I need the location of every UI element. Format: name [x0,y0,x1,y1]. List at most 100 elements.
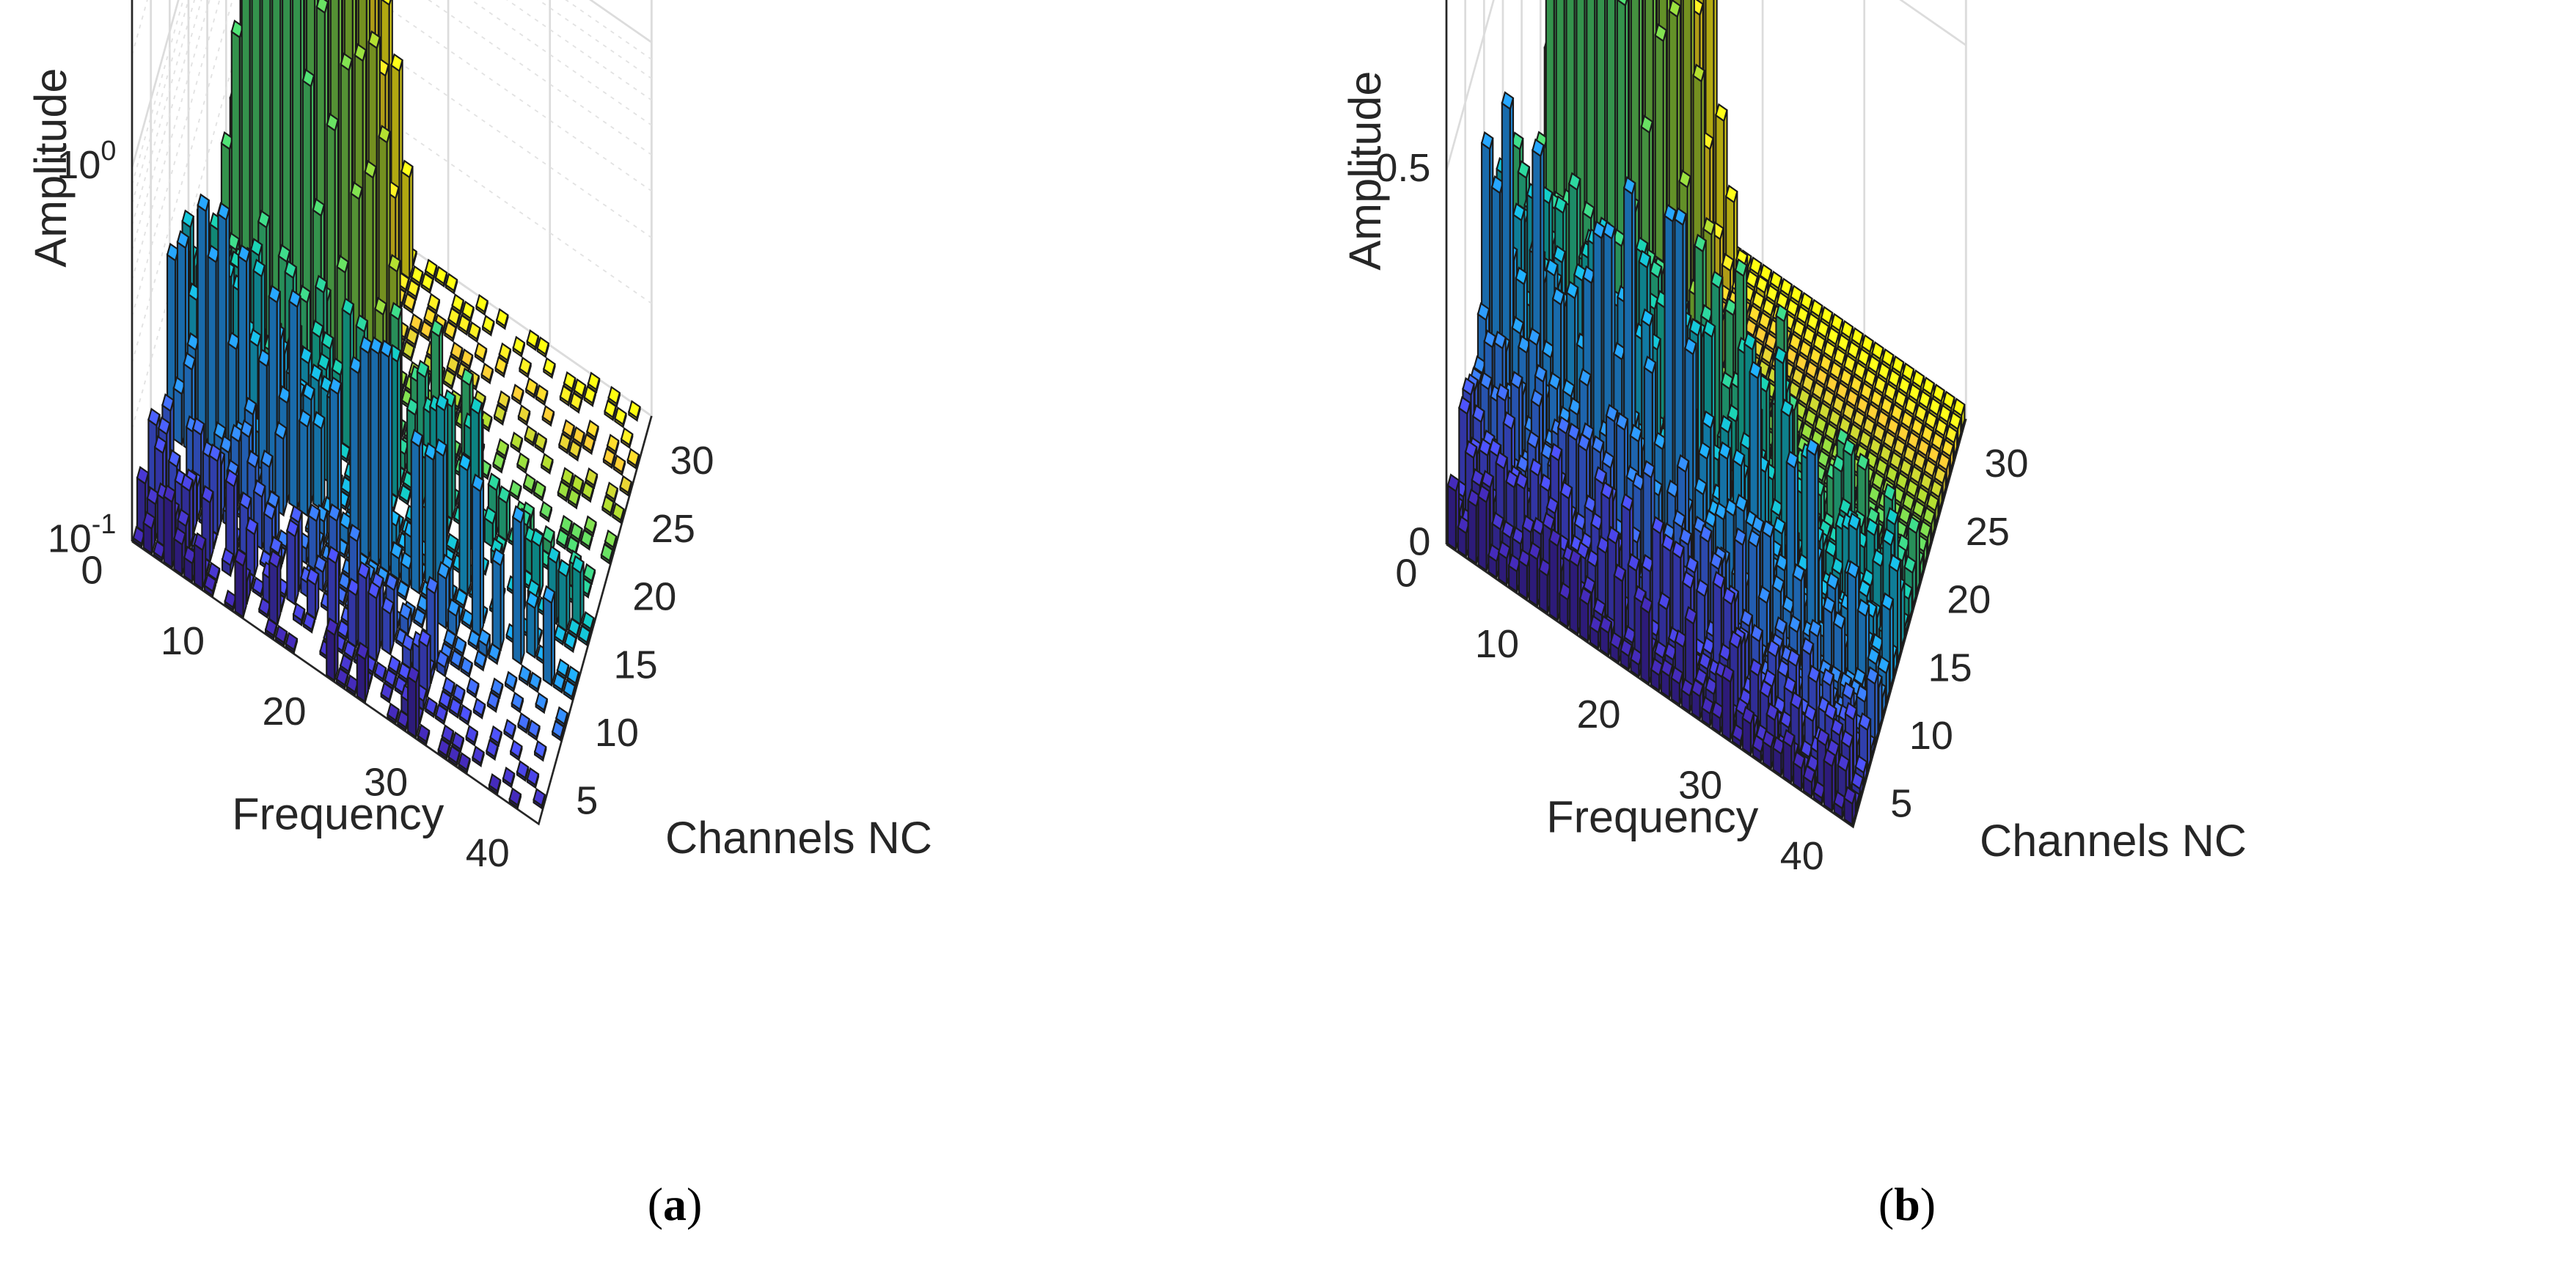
bar [1922,506,1936,541]
bar [488,643,501,665]
bar [504,670,518,693]
bar [534,432,547,454]
grid-line [131,0,652,226]
bar [535,692,549,714]
z-tick-label: 0.5 [1375,146,1430,190]
bar [517,404,531,427]
bar [424,696,438,719]
bar [379,339,393,574]
bar [409,312,423,335]
bar [434,703,448,726]
bar [1843,786,1856,827]
y-axis-label: Frequency [1546,792,1758,841]
bar [450,648,464,671]
grid-line [131,0,652,186]
bar [460,656,473,679]
bar [356,641,370,703]
bar [539,500,553,523]
bar [410,265,424,288]
bar [551,720,565,742]
bar [511,384,524,406]
bar [406,279,420,301]
bar [335,667,349,690]
bar [604,529,618,552]
bar [436,649,450,678]
bar [458,314,471,337]
chart-panel-a: 10-110010101020304051015202530AmplitudeF… [26,0,932,875]
bar [558,432,571,455]
bar [458,752,471,775]
bar [1446,473,1460,551]
bar [620,427,634,450]
bar [466,676,480,699]
bar [418,629,431,698]
y-tick-label: 10 [1475,622,1519,666]
bar [582,563,596,585]
bar [193,532,207,591]
bar [1578,586,1592,643]
y-tick-label: 20 [1577,692,1621,737]
bar [541,453,554,475]
grid-line [131,0,652,205]
bar [542,585,556,687]
bar [486,739,499,761]
x-tick-label: 25 [651,507,695,551]
bar [557,480,571,502]
bar [434,266,448,288]
bar [406,326,419,349]
bar [285,632,299,654]
bar [556,658,570,681]
bar [474,649,487,672]
bar [1802,764,1816,798]
bar [626,447,640,470]
bar [286,519,299,607]
bar [387,702,400,725]
bar [339,653,353,676]
bar [142,511,156,555]
bar [302,611,316,634]
bar [480,362,494,385]
bar [533,739,547,762]
bar [612,454,626,477]
bar [274,624,288,647]
bars-group [132,0,641,810]
bar [556,528,569,551]
bar [497,390,511,412]
bar [516,452,530,475]
bar [541,404,555,427]
bar [571,474,585,497]
x-tick-label: 15 [614,643,658,687]
bar [497,485,511,543]
bar [494,356,508,379]
bar [381,596,395,657]
bar [552,672,566,694]
grid-line [131,0,652,317]
bar [224,468,238,564]
bar [585,467,599,490]
bar [448,697,462,720]
bar [605,481,619,504]
bar [465,725,479,747]
bar [400,159,414,280]
bar [1721,664,1735,742]
bar [495,308,509,330]
bar [536,336,550,359]
bar [568,439,582,462]
bar [1851,770,1865,800]
bar [559,384,573,407]
bar [510,431,524,454]
bar [467,321,481,343]
bar [402,340,415,362]
bar [528,671,542,694]
bar [524,377,538,400]
bar [1620,638,1633,671]
y-tick-label: 40 [466,831,510,875]
bar [380,681,394,704]
bar [445,533,459,555]
bar [511,691,524,714]
y-tick-label: 10 [161,619,205,663]
bar [329,376,343,539]
bar [583,385,597,408]
bar [628,400,641,423]
bar [503,718,516,741]
